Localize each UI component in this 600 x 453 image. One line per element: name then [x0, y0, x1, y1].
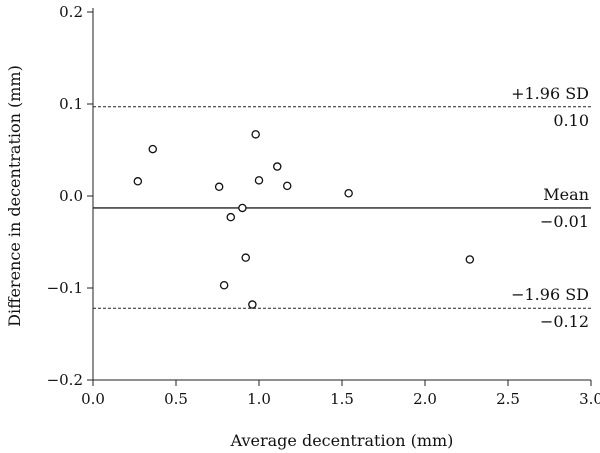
data-point	[465, 255, 475, 264]
x-tick-label: 1.0	[247, 390, 271, 408]
x-tick-label: 0.0	[81, 390, 105, 408]
lower-loa-value-label: −0.12	[540, 312, 589, 331]
mean-value-label: −0.01	[540, 212, 589, 231]
y-axis-title: Difference in decentration (mm)	[5, 65, 24, 327]
data-point	[251, 130, 260, 139]
x-tick-label: 2.5	[496, 390, 520, 408]
data-point	[254, 176, 264, 185]
axes: 0.0 0.5 1.0 1.5 2.0 2.5 3.0 0.2 0.1 0.0 −0.1 −0.2	[47, 3, 600, 408]
y-tick-label: 0.2	[59, 3, 83, 21]
x-tick-label: 0.5	[164, 390, 188, 408]
data-point	[133, 177, 143, 186]
data-point	[248, 300, 257, 309]
data-point	[214, 182, 224, 192]
x-tick-label: 1.5	[330, 390, 354, 408]
data-point	[344, 188, 353, 198]
upper-loa-label: +1.96 SD	[511, 84, 589, 103]
upper-loa-value-label: 0.10	[553, 111, 589, 130]
x-tick-label: 2.0	[413, 390, 437, 408]
x-axis-title: Average decentration (mm)	[230, 431, 454, 450]
data-point	[238, 203, 247, 213]
data-point	[273, 162, 282, 171]
data-point	[219, 280, 229, 290]
y-tick-label: 0.0	[59, 187, 83, 205]
reference-lines: +1.96 SD 0.10 Mean −0.01 −1.96 SD −0.12	[93, 84, 591, 331]
data-point	[282, 181, 292, 191]
x-tick-label: 3.0	[579, 390, 600, 408]
y-tick-label: −0.2	[47, 371, 83, 389]
data-point	[148, 144, 158, 154]
data-point	[241, 253, 250, 262]
data-points	[133, 130, 475, 309]
mean-label: Mean	[543, 185, 589, 204]
lower-loa-label: −1.96 SD	[511, 285, 589, 304]
y-tick-label: −0.1	[47, 279, 83, 297]
data-point	[226, 212, 236, 222]
y-tick-label: 0.1	[59, 95, 83, 113]
